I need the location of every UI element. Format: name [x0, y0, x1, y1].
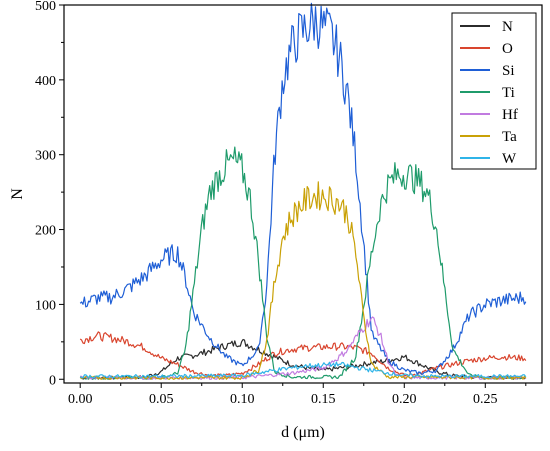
x-tick-label: 0.20 [392, 392, 417, 407]
series-line-si [79, 2, 527, 375]
y-tick-label: 200 [35, 224, 56, 239]
legend-label-ta: Ta [502, 129, 517, 145]
x-tick-label: 0.10 [230, 392, 255, 407]
y-tick-label: 100 [35, 298, 56, 313]
y-tick-label: 300 [35, 149, 56, 164]
axes-layer: 0.00 0.05 0.10 0.15 0.20 0.25 0 100 200 300 400 500 [35, 0, 527, 407]
x-tick-label: 0.25 [473, 392, 498, 407]
legend-label-o: O [502, 41, 513, 57]
x-tick-label: 0.15 [311, 392, 336, 407]
legend-label-si: Si [502, 63, 515, 79]
y-tick-label: 400 [35, 74, 56, 89]
x-tick-label: 0.00 [68, 392, 93, 407]
legend-label-hf: Hf [502, 107, 518, 123]
legend-label-w: W [502, 151, 517, 167]
x-axis-title: d (μm) [281, 424, 325, 441]
y-tick-label: 0 [49, 373, 56, 388]
series-line-o [79, 331, 527, 378]
series-line-ti [79, 146, 527, 380]
plot-frame [63, 4, 543, 384]
legend: NO Si Ti Hf Ta W [451, 12, 537, 170]
y-tick-label: 500 [35, 0, 56, 14]
series-layer [79, 2, 527, 380]
series-line-w [79, 361, 527, 379]
legend-label-ti: Ti [502, 85, 515, 101]
legend-label-n: N [502, 19, 513, 35]
y-axis-title: N [9, 188, 26, 200]
x-tick-label: 0.05 [149, 392, 174, 407]
